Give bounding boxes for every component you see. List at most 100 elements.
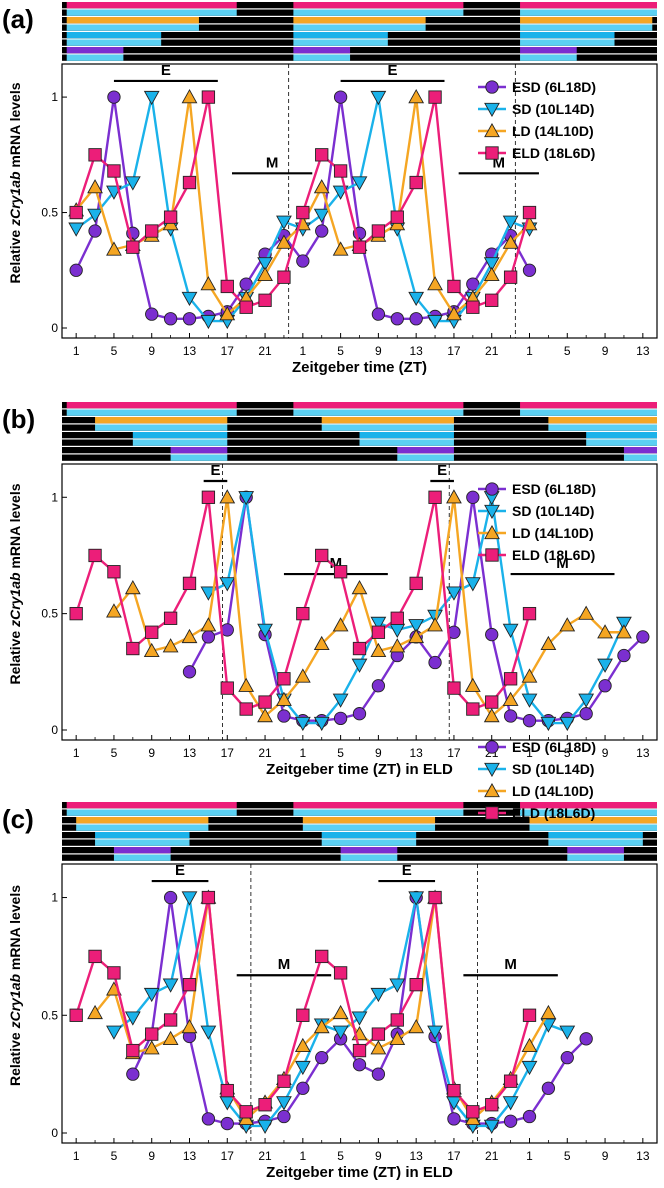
data-point bbox=[182, 312, 197, 326]
light-bar bbox=[66, 32, 162, 39]
data-point bbox=[239, 1105, 253, 1119]
data-point bbox=[559, 617, 576, 632]
light-bar bbox=[302, 824, 436, 831]
y-tick-label: 0.5 bbox=[41, 206, 58, 220]
data-point bbox=[200, 1025, 217, 1040]
light-bar bbox=[321, 424, 454, 431]
x-tick-label: 9 bbox=[602, 1149, 609, 1163]
data-point bbox=[408, 89, 425, 104]
x-tick-label: 9 bbox=[602, 344, 609, 358]
data-point bbox=[181, 89, 198, 104]
data-point bbox=[69, 205, 83, 220]
light-bar bbox=[170, 454, 228, 461]
data-point bbox=[107, 164, 121, 178]
light-bar bbox=[520, 39, 615, 46]
data-point bbox=[294, 1037, 311, 1053]
data-point bbox=[370, 90, 387, 106]
light-bar bbox=[520, 2, 657, 9]
y-axis-label: Relative zCry1ab mRNA levels bbox=[7, 483, 23, 684]
x-tick-label: 17 bbox=[221, 1149, 235, 1163]
data-point bbox=[143, 987, 160, 1003]
data-point bbox=[181, 628, 198, 644]
data-point bbox=[201, 90, 216, 104]
light-bar bbox=[520, 24, 653, 31]
y-axis-label: Relative zCry1ab mRNA levels bbox=[7, 885, 23, 1086]
data-point bbox=[427, 609, 443, 625]
y-tick-label: 0 bbox=[51, 1126, 58, 1140]
data-point bbox=[466, 702, 480, 716]
light-bar bbox=[293, 47, 351, 54]
light-bar bbox=[293, 39, 388, 46]
data-point bbox=[257, 623, 273, 638]
data-point bbox=[389, 623, 406, 638]
light-bar bbox=[529, 824, 657, 831]
data-point bbox=[540, 716, 557, 732]
x-tick-label: 1 bbox=[526, 746, 533, 760]
data-point bbox=[541, 1081, 556, 1095]
light-bar bbox=[520, 409, 657, 416]
x-tick-label: 5 bbox=[337, 746, 344, 760]
data-point bbox=[371, 1027, 386, 1041]
data-point bbox=[597, 624, 613, 639]
data-point bbox=[447, 681, 461, 695]
data-point bbox=[220, 1116, 234, 1131]
light-bar bbox=[623, 447, 657, 454]
x-tick-label: 17 bbox=[221, 344, 235, 358]
annotation-label: M bbox=[556, 555, 569, 572]
data-point bbox=[483, 1119, 500, 1134]
data-point bbox=[540, 635, 557, 651]
data-point bbox=[332, 241, 349, 256]
data-point bbox=[200, 276, 217, 291]
data-point bbox=[257, 1119, 273, 1134]
x-tick-label: 1 bbox=[526, 344, 533, 358]
x-tick-label: 5 bbox=[564, 344, 571, 358]
data-point bbox=[162, 638, 179, 653]
data-point bbox=[219, 306, 236, 321]
light-bar bbox=[95, 832, 190, 839]
x-tick-label: 13 bbox=[636, 1149, 650, 1163]
data-point bbox=[427, 276, 443, 291]
data-point bbox=[277, 709, 291, 723]
light-bar bbox=[623, 454, 657, 461]
data-point bbox=[389, 638, 406, 653]
data-point bbox=[107, 565, 121, 579]
data-point bbox=[145, 1027, 159, 1041]
data-point bbox=[370, 642, 387, 658]
x-tick-label: 17 bbox=[447, 746, 461, 760]
data-point bbox=[540, 1004, 557, 1020]
data-point bbox=[163, 210, 178, 224]
data-point bbox=[257, 257, 273, 272]
data-point bbox=[484, 122, 500, 138]
panel-label: (c) bbox=[2, 804, 34, 834]
data-point bbox=[503, 672, 518, 686]
data-point bbox=[88, 949, 102, 964]
light-bar bbox=[293, 409, 464, 416]
data-point bbox=[332, 617, 349, 632]
light-bar bbox=[95, 839, 190, 846]
x-tick-label: 17 bbox=[447, 1149, 461, 1163]
legend-entry: ESD (6L18D) bbox=[512, 739, 596, 755]
dark-bar bbox=[62, 54, 657, 61]
data-point bbox=[313, 635, 330, 651]
data-point bbox=[409, 576, 423, 591]
data-point bbox=[466, 1105, 480, 1119]
data-point bbox=[258, 1098, 272, 1112]
data-point bbox=[106, 1025, 122, 1040]
data-point bbox=[485, 146, 499, 160]
data-point bbox=[560, 1051, 574, 1065]
legend-entry: ESD (6L18D) bbox=[512, 79, 596, 95]
data-point bbox=[352, 707, 367, 721]
light-bar bbox=[359, 439, 454, 446]
x-tick-label: 21 bbox=[485, 344, 499, 358]
light-bar bbox=[397, 454, 454, 461]
data-point bbox=[69, 1008, 83, 1022]
data-point bbox=[389, 1030, 406, 1045]
x-tick-label: 5 bbox=[337, 1149, 344, 1163]
data-point bbox=[485, 806, 499, 820]
data-point bbox=[124, 1011, 141, 1026]
data-point bbox=[106, 603, 122, 618]
data-point bbox=[333, 711, 348, 726]
data-point bbox=[220, 681, 234, 695]
